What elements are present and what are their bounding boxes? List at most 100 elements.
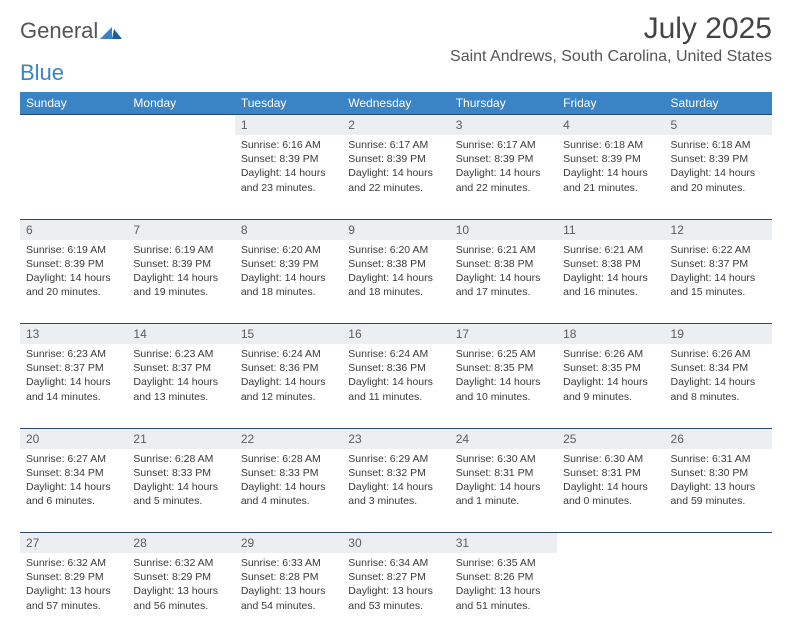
day-number: 15: [235, 324, 342, 345]
sunset-line: Sunset: 8:35 PM: [456, 361, 551, 375]
day-cell: Sunrise: 6:30 AMSunset: 8:31 PMDaylight:…: [450, 449, 557, 515]
day-cell: Sunrise: 6:26 AMSunset: 8:35 PMDaylight:…: [557, 344, 664, 410]
sunset-line: Sunset: 8:38 PM: [348, 257, 443, 271]
daylight-line: Daylight: 14 hours and 8 minutes.: [671, 375, 766, 403]
empty-cell: [665, 553, 772, 637]
sunrise-line: Sunrise: 6:35 AM: [456, 556, 551, 570]
day-cell: Sunrise: 6:18 AMSunset: 8:39 PMDaylight:…: [557, 135, 664, 201]
sunrise-line: Sunrise: 6:23 AM: [133, 347, 228, 361]
sunrise-line: Sunrise: 6:17 AM: [348, 138, 443, 152]
day-content: Sunrise: 6:35 AMSunset: 8:26 PMDaylight:…: [450, 553, 557, 637]
day-content: Sunrise: 6:16 AMSunset: 8:39 PMDaylight:…: [235, 135, 342, 219]
sunrise-line: Sunrise: 6:31 AM: [671, 452, 766, 466]
sunrise-line: Sunrise: 6:20 AM: [348, 243, 443, 257]
day-cell: Sunrise: 6:23 AMSunset: 8:37 PMDaylight:…: [127, 344, 234, 410]
sunrise-line: Sunrise: 6:24 AM: [241, 347, 336, 361]
day-number: 7: [127, 219, 234, 240]
sunset-line: Sunset: 8:33 PM: [133, 466, 228, 480]
day-number: 10: [450, 219, 557, 240]
brand-word-1: General: [20, 18, 98, 44]
daylight-line: Daylight: 13 hours and 54 minutes.: [241, 584, 336, 612]
day-cell: Sunrise: 6:30 AMSunset: 8:31 PMDaylight:…: [557, 449, 664, 515]
sunrise-line: Sunrise: 6:24 AM: [348, 347, 443, 361]
day-cell: Sunrise: 6:28 AMSunset: 8:33 PMDaylight:…: [127, 449, 234, 515]
sunset-line: Sunset: 8:31 PM: [563, 466, 658, 480]
day-cell: Sunrise: 6:32 AMSunset: 8:29 PMDaylight:…: [20, 553, 127, 619]
empty-cell: [127, 135, 234, 219]
day-number: 1: [235, 115, 342, 136]
sunset-line: Sunset: 8:34 PM: [671, 361, 766, 375]
day-number: 19: [665, 324, 772, 345]
day-number: 27: [20, 533, 127, 554]
daylight-line: Daylight: 14 hours and 1 minute.: [456, 480, 551, 508]
day-cell: Sunrise: 6:24 AMSunset: 8:36 PMDaylight:…: [235, 344, 342, 410]
day-content: Sunrise: 6:22 AMSunset: 8:37 PMDaylight:…: [665, 240, 772, 324]
brand-logo: General: [20, 12, 122, 44]
day-number: 21: [127, 428, 234, 449]
daylight-line: Daylight: 13 hours and 53 minutes.: [348, 584, 443, 612]
day-content: Sunrise: 6:19 AMSunset: 8:39 PMDaylight:…: [20, 240, 127, 324]
day-number: 11: [557, 219, 664, 240]
day-number: 13: [20, 324, 127, 345]
sunrise-line: Sunrise: 6:19 AM: [26, 243, 121, 257]
sunrise-line: Sunrise: 6:21 AM: [563, 243, 658, 257]
sunset-line: Sunset: 8:39 PM: [241, 152, 336, 166]
sunset-line: Sunset: 8:34 PM: [26, 466, 121, 480]
day-number: 20: [20, 428, 127, 449]
day-content: Sunrise: 6:29 AMSunset: 8:32 PMDaylight:…: [342, 449, 449, 533]
day-content: Sunrise: 6:20 AMSunset: 8:39 PMDaylight:…: [235, 240, 342, 324]
day-number: 2: [342, 115, 449, 136]
day-content: Sunrise: 6:28 AMSunset: 8:33 PMDaylight:…: [235, 449, 342, 533]
weekday-header-cell: Tuesday: [235, 92, 342, 115]
daylight-line: Daylight: 13 hours and 57 minutes.: [26, 584, 121, 612]
sunset-line: Sunset: 8:27 PM: [348, 570, 443, 584]
weekday-header-cell: Friday: [557, 92, 664, 115]
daylight-line: Daylight: 14 hours and 22 minutes.: [456, 166, 551, 194]
daylight-line: Daylight: 14 hours and 19 minutes.: [133, 271, 228, 299]
daylight-line: Daylight: 13 hours and 59 minutes.: [671, 480, 766, 508]
daylight-line: Daylight: 14 hours and 20 minutes.: [26, 271, 121, 299]
sunrise-line: Sunrise: 6:17 AM: [456, 138, 551, 152]
sunrise-line: Sunrise: 6:32 AM: [133, 556, 228, 570]
day-content: Sunrise: 6:27 AMSunset: 8:34 PMDaylight:…: [20, 449, 127, 533]
daylight-line: Daylight: 14 hours and 18 minutes.: [348, 271, 443, 299]
day-content: Sunrise: 6:32 AMSunset: 8:29 PMDaylight:…: [127, 553, 234, 637]
day-content: Sunrise: 6:33 AMSunset: 8:28 PMDaylight:…: [235, 553, 342, 637]
day-cell: Sunrise: 6:24 AMSunset: 8:36 PMDaylight:…: [342, 344, 449, 410]
day-cell: Sunrise: 6:20 AMSunset: 8:38 PMDaylight:…: [342, 240, 449, 306]
daylight-line: Daylight: 14 hours and 0 minutes.: [563, 480, 658, 508]
sunset-line: Sunset: 8:32 PM: [348, 466, 443, 480]
daylight-line: Daylight: 14 hours and 23 minutes.: [241, 166, 336, 194]
sunset-line: Sunset: 8:28 PM: [241, 570, 336, 584]
calendar-page: General July 2025 Saint Andrews, South C…: [0, 0, 792, 637]
day-number: 5: [665, 115, 772, 136]
day-content: Sunrise: 6:23 AMSunset: 8:37 PMDaylight:…: [20, 344, 127, 428]
day-content: Sunrise: 6:32 AMSunset: 8:29 PMDaylight:…: [20, 553, 127, 637]
sunrise-line: Sunrise: 6:28 AM: [133, 452, 228, 466]
day-cell: Sunrise: 6:21 AMSunset: 8:38 PMDaylight:…: [450, 240, 557, 306]
day-content: Sunrise: 6:23 AMSunset: 8:37 PMDaylight:…: [127, 344, 234, 428]
day-content: Sunrise: 6:18 AMSunset: 8:39 PMDaylight:…: [665, 135, 772, 219]
empty-day: [127, 115, 234, 136]
daylight-line: Daylight: 14 hours and 9 minutes.: [563, 375, 658, 403]
sunset-line: Sunset: 8:39 PM: [26, 257, 121, 271]
day-number: 31: [450, 533, 557, 554]
weekday-header-cell: Monday: [127, 92, 234, 115]
sunset-line: Sunset: 8:39 PM: [456, 152, 551, 166]
day-number: 18: [557, 324, 664, 345]
weekday-header-cell: Sunday: [20, 92, 127, 115]
weekday-header-cell: Thursday: [450, 92, 557, 115]
sunset-line: Sunset: 8:29 PM: [26, 570, 121, 584]
sunrise-line: Sunrise: 6:19 AM: [133, 243, 228, 257]
sunset-line: Sunset: 8:37 PM: [26, 361, 121, 375]
sunrise-line: Sunrise: 6:18 AM: [563, 138, 658, 152]
weekday-header: SundayMondayTuesdayWednesdayThursdayFrid…: [20, 92, 772, 115]
day-cell: Sunrise: 6:17 AMSunset: 8:39 PMDaylight:…: [450, 135, 557, 201]
day-number: 22: [235, 428, 342, 449]
daylight-line: Daylight: 14 hours and 20 minutes.: [671, 166, 766, 194]
day-cell: Sunrise: 6:18 AMSunset: 8:39 PMDaylight:…: [665, 135, 772, 201]
day-content: Sunrise: 6:20 AMSunset: 8:38 PMDaylight:…: [342, 240, 449, 324]
sunset-line: Sunset: 8:39 PM: [241, 257, 336, 271]
daylight-line: Daylight: 14 hours and 13 minutes.: [133, 375, 228, 403]
title-block: July 2025 Saint Andrews, South Carolina,…: [450, 12, 772, 66]
